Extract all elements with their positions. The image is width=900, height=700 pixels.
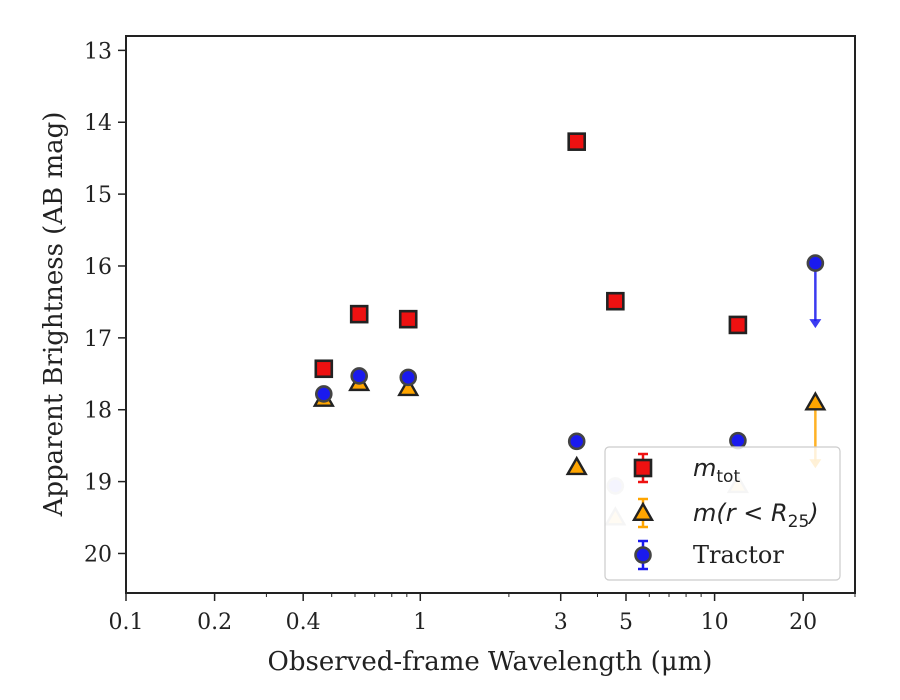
circle-point-2 bbox=[399, 368, 418, 387]
x-tick-label-0: 0.1 bbox=[109, 610, 144, 635]
x-tick-label-2: 0.4 bbox=[286, 610, 321, 635]
legend-label-1: m(r < R25) bbox=[693, 499, 819, 532]
circle-point-1 bbox=[350, 367, 368, 385]
circle-marker-2 bbox=[399, 368, 418, 387]
x-axis-label: Observed-frame Wavelength (μm) bbox=[268, 647, 713, 677]
x-tick-label-5: 5 bbox=[619, 610, 633, 635]
square-point-0 bbox=[314, 359, 334, 379]
y-tick-label-6: 19 bbox=[84, 471, 112, 496]
circle-marker-3 bbox=[567, 432, 586, 451]
legend-label-2: Tractor bbox=[693, 541, 784, 569]
legend: mtot m(r < R25) Tractor bbox=[604, 446, 841, 581]
legend-label-0: mtot bbox=[693, 454, 740, 487]
y-tick-label-4: 17 bbox=[84, 327, 112, 352]
triangle-marker-3 bbox=[565, 455, 588, 476]
circle-point-5 bbox=[729, 431, 747, 450]
square-point-4 bbox=[606, 291, 625, 311]
square-point-5 bbox=[728, 315, 748, 335]
y-tick-label-1: 14 bbox=[84, 111, 112, 136]
legend-marker-1 bbox=[631, 501, 655, 521]
x-tick-label-1: 0.2 bbox=[197, 610, 232, 635]
square-marker-5 bbox=[728, 315, 748, 335]
triangle-point-3 bbox=[565, 455, 588, 476]
square-marker-0 bbox=[314, 359, 334, 379]
circle-point-3 bbox=[567, 432, 586, 451]
square-marker-2 bbox=[398, 309, 418, 329]
y-tick-label-5: 18 bbox=[84, 399, 112, 424]
legend-marker-2 bbox=[634, 546, 652, 564]
triangle-point-2 bbox=[397, 376, 420, 397]
plot-frame bbox=[125, 35, 856, 594]
circle-marker-1 bbox=[350, 367, 368, 385]
legend-box bbox=[604, 446, 841, 581]
x-tick-label-3: 1 bbox=[413, 610, 427, 635]
circle-point-6 bbox=[806, 254, 825, 329]
y-tick-label-7: 20 bbox=[84, 542, 112, 567]
y-tick-label-3: 16 bbox=[84, 255, 112, 280]
y-tick-label-0: 13 bbox=[84, 39, 112, 64]
y-axis-label: Apparent Brightness (AB mag) bbox=[39, 112, 69, 518]
legend-entry-1: m(r < R25) bbox=[631, 497, 819, 532]
legend-entry-0: mtot bbox=[633, 452, 740, 487]
square-point-3 bbox=[567, 132, 587, 151]
legend-marker-0 bbox=[633, 458, 653, 478]
square-marker-4 bbox=[606, 291, 625, 311]
circle-upper-limit-arrow-6-head bbox=[809, 319, 822, 329]
circle-marker-5 bbox=[729, 431, 747, 450]
circle-point-0 bbox=[314, 385, 333, 403]
x-tick-label-6: 10 bbox=[701, 610, 729, 635]
x-tick-label-4: 3 bbox=[554, 610, 568, 635]
circle-marker-0 bbox=[314, 385, 333, 403]
triangle-marker-6 bbox=[804, 391, 827, 411]
square-point-2 bbox=[398, 309, 418, 329]
circle-marker-6 bbox=[806, 254, 825, 272]
square-marker-3 bbox=[567, 132, 587, 151]
y-tick-label-2: 15 bbox=[84, 183, 112, 208]
triangle-marker-2 bbox=[397, 376, 420, 397]
x-tick-label-7: 20 bbox=[789, 610, 817, 635]
square-marker-1 bbox=[349, 304, 369, 324]
legend-entry-2: Tractor bbox=[634, 539, 784, 571]
square-point-1 bbox=[349, 304, 369, 324]
